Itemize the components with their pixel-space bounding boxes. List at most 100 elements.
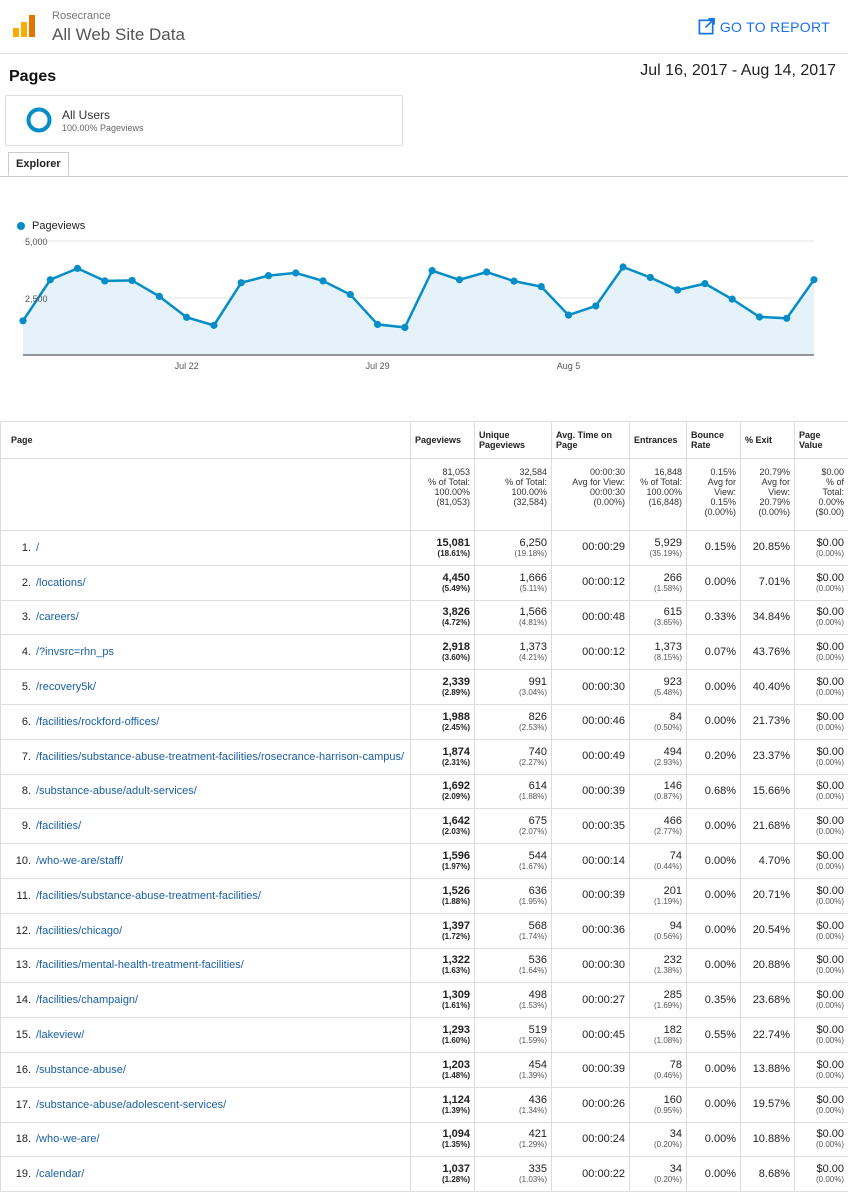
pageviews-cell: 1,293 (1.60%) bbox=[410, 1017, 475, 1053]
row-index: 1. bbox=[21, 541, 31, 554]
avg-time-value: 00:00:35 bbox=[582, 819, 625, 832]
bounce-rate-value: 0.00% bbox=[704, 715, 736, 728]
page-link[interactable]: /facilities/ bbox=[36, 820, 82, 833]
total-caption: % of bbox=[825, 477, 844, 487]
bounce-rate-value: 0.00% bbox=[704, 819, 736, 832]
totals-cell: 32,584% of Total: 100.00% (32,584) bbox=[474, 458, 552, 531]
data-point bbox=[346, 290, 354, 299]
page-cell: 5. /recovery5k/ bbox=[0, 669, 411, 705]
entrances-percent: (0.46%) bbox=[653, 1070, 682, 1080]
col-avg-time-header[interactable]: Avg. Time on Page bbox=[551, 421, 630, 459]
page-link[interactable]: /lakeview/ bbox=[36, 1029, 85, 1042]
avg-time-cell: 00:00:22 bbox=[551, 1156, 630, 1193]
bounce-rate-cell: 0.00% bbox=[686, 947, 741, 984]
col-exit-header[interactable]: % Exit bbox=[740, 421, 795, 459]
total-caption: 100.00% bbox=[646, 487, 682, 497]
totals-cell: 00:00:30 Avg for View: 00:00:30 (0.00%) bbox=[551, 458, 630, 531]
avg-time-cell: 00:00:30 bbox=[551, 947, 630, 984]
page-value-percent: (0.00%) bbox=[815, 1140, 844, 1150]
page-value-cell: $0.00 (0.00%) bbox=[794, 877, 848, 914]
page-link[interactable]: /?invsrc=rhn_ps bbox=[36, 646, 114, 659]
unique-pageviews-percent: (1.74%) bbox=[518, 931, 547, 941]
page-value-percent: (0.00%) bbox=[815, 1105, 844, 1115]
unique-pageviews-cell: 675 (2.07%) bbox=[474, 808, 552, 845]
page-link[interactable]: /facilities/substance-abuse-treatment-fa… bbox=[36, 889, 261, 902]
page-link[interactable]: /calendar/ bbox=[36, 1168, 85, 1181]
page-link[interactable]: /recovery5k/ bbox=[36, 681, 96, 694]
page-value-percent: (0.00%) bbox=[815, 966, 844, 976]
page-link[interactable]: /facilities/rockford-offices/ bbox=[36, 715, 160, 728]
exit-cell: 43.76% bbox=[740, 634, 795, 671]
date-range[interactable]: Jul 16, 2017 - Aug 14, 2017 bbox=[640, 62, 836, 79]
page-link[interactable]: /facilities/mental-health-treatment-faci… bbox=[36, 959, 244, 972]
data-point bbox=[19, 317, 27, 325]
page-link[interactable]: /careers/ bbox=[36, 611, 79, 624]
entrances-cell: 232 (1.38%) bbox=[629, 947, 687, 984]
total-caption: (32,584) bbox=[513, 497, 547, 507]
pageviews-cell: 1,397 (1.72%) bbox=[410, 912, 475, 949]
col-page-value-header[interactable]: Page Value bbox=[794, 421, 848, 459]
pageviews-percent: (1.48%) bbox=[441, 1070, 470, 1080]
bounce-rate-value: 0.00% bbox=[704, 1063, 736, 1076]
page-link[interactable]: /who-we-are/ bbox=[36, 1133, 100, 1146]
page-link[interactable]: /who-we-are/staff/ bbox=[36, 855, 124, 868]
exit-cell: 20.88% bbox=[740, 947, 795, 984]
page-value-percent: (0.00%) bbox=[815, 931, 844, 941]
go-to-report-button[interactable]: GO TO REPORT bbox=[697, 17, 830, 36]
page-cell: 6. /facilities/rockford-offices/ bbox=[0, 703, 411, 740]
page-value-percent: (0.00%) bbox=[815, 688, 844, 698]
col-entrances-header[interactable]: Entrances bbox=[629, 421, 687, 459]
total-value: 16,848 bbox=[654, 467, 682, 477]
data-point bbox=[483, 268, 491, 276]
page-value: $0.00 bbox=[816, 641, 844, 654]
page-link[interactable]: /substance-abuse/ bbox=[36, 1063, 126, 1076]
page-link[interactable]: /substance-abuse/adult-services/ bbox=[36, 785, 197, 798]
tab-explorer[interactable]: Explorer bbox=[8, 152, 69, 176]
col-pageviews-header[interactable]: Pageviews bbox=[410, 421, 475, 459]
total-caption: Total: bbox=[822, 487, 844, 497]
row-index: 13. bbox=[15, 959, 31, 972]
unique-pageviews-cell: 1,373 (4.21%) bbox=[474, 634, 552, 671]
page-value: $0.00 bbox=[816, 676, 844, 689]
page-value-cell: $0.00 (0.00%) bbox=[794, 982, 848, 1019]
pageviews-percent: (2.31%) bbox=[441, 757, 470, 767]
unique-pageviews-cell: 498 (1.53%) bbox=[474, 982, 552, 1019]
page-link[interactable]: /facilities/chicago/ bbox=[36, 924, 123, 937]
pageviews-value: 1,596 bbox=[442, 850, 470, 863]
col-unique-pageviews-header[interactable]: Unique Pageviews bbox=[474, 421, 552, 459]
avg-time-cell: 00:00:39 bbox=[551, 1051, 630, 1088]
row-index: 19. bbox=[15, 1168, 31, 1181]
exit-cell: 8.68% bbox=[740, 1156, 795, 1193]
unique-pageviews-percent: (4.21%) bbox=[518, 653, 547, 663]
chart-legend: Pageviews bbox=[17, 220, 85, 232]
totals-cell: 81,053% of Total: 100.00% (81,053) bbox=[410, 458, 475, 531]
page-link[interactable]: /facilities/substance-abuse-treatment-fa… bbox=[36, 750, 405, 763]
bounce-rate-cell: 0.00% bbox=[686, 877, 741, 914]
exit-cell: 20.71% bbox=[740, 877, 795, 914]
pageviews-value: 4,450 bbox=[442, 571, 470, 584]
page-link[interactable]: /facilities/champaign/ bbox=[36, 994, 139, 1007]
col-page-header[interactable]: Page bbox=[0, 421, 411, 459]
page-link[interactable]: /substance-abuse/adolescent-services/ bbox=[36, 1098, 227, 1111]
unique-pageviews-value: 636 bbox=[528, 884, 547, 897]
page-cell: 10. /who-we-are/staff/ bbox=[0, 843, 411, 879]
row-index: 18. bbox=[15, 1133, 31, 1146]
page-link[interactable]: /locations/ bbox=[36, 576, 86, 589]
col-bounce-rate-header[interactable]: Bounce Rate bbox=[686, 421, 741, 459]
avg-time-value: 00:00:29 bbox=[582, 541, 625, 554]
exit-value: 21.73% bbox=[752, 715, 790, 728]
bounce-rate-value: 0.00% bbox=[704, 889, 736, 902]
bounce-rate-cell: 0.00% bbox=[686, 669, 741, 705]
pageviews-cell: 15,081 (18.61%) bbox=[410, 530, 475, 566]
segment-card[interactable]: All Users 100.00% Pageviews bbox=[5, 95, 403, 146]
page-link[interactable]: / bbox=[36, 541, 40, 554]
pageviews-value: 1,037 bbox=[442, 1163, 470, 1176]
page-value-percent: (0.00%) bbox=[815, 1036, 844, 1046]
exit-value: 20.85% bbox=[752, 541, 790, 554]
data-point bbox=[264, 272, 273, 280]
data-point bbox=[619, 263, 627, 271]
data-point bbox=[373, 320, 382, 329]
total-value: $0.00 bbox=[821, 467, 844, 477]
unique-pageviews-value: 675 bbox=[528, 815, 547, 828]
exit-value: 10.88% bbox=[752, 1132, 790, 1145]
